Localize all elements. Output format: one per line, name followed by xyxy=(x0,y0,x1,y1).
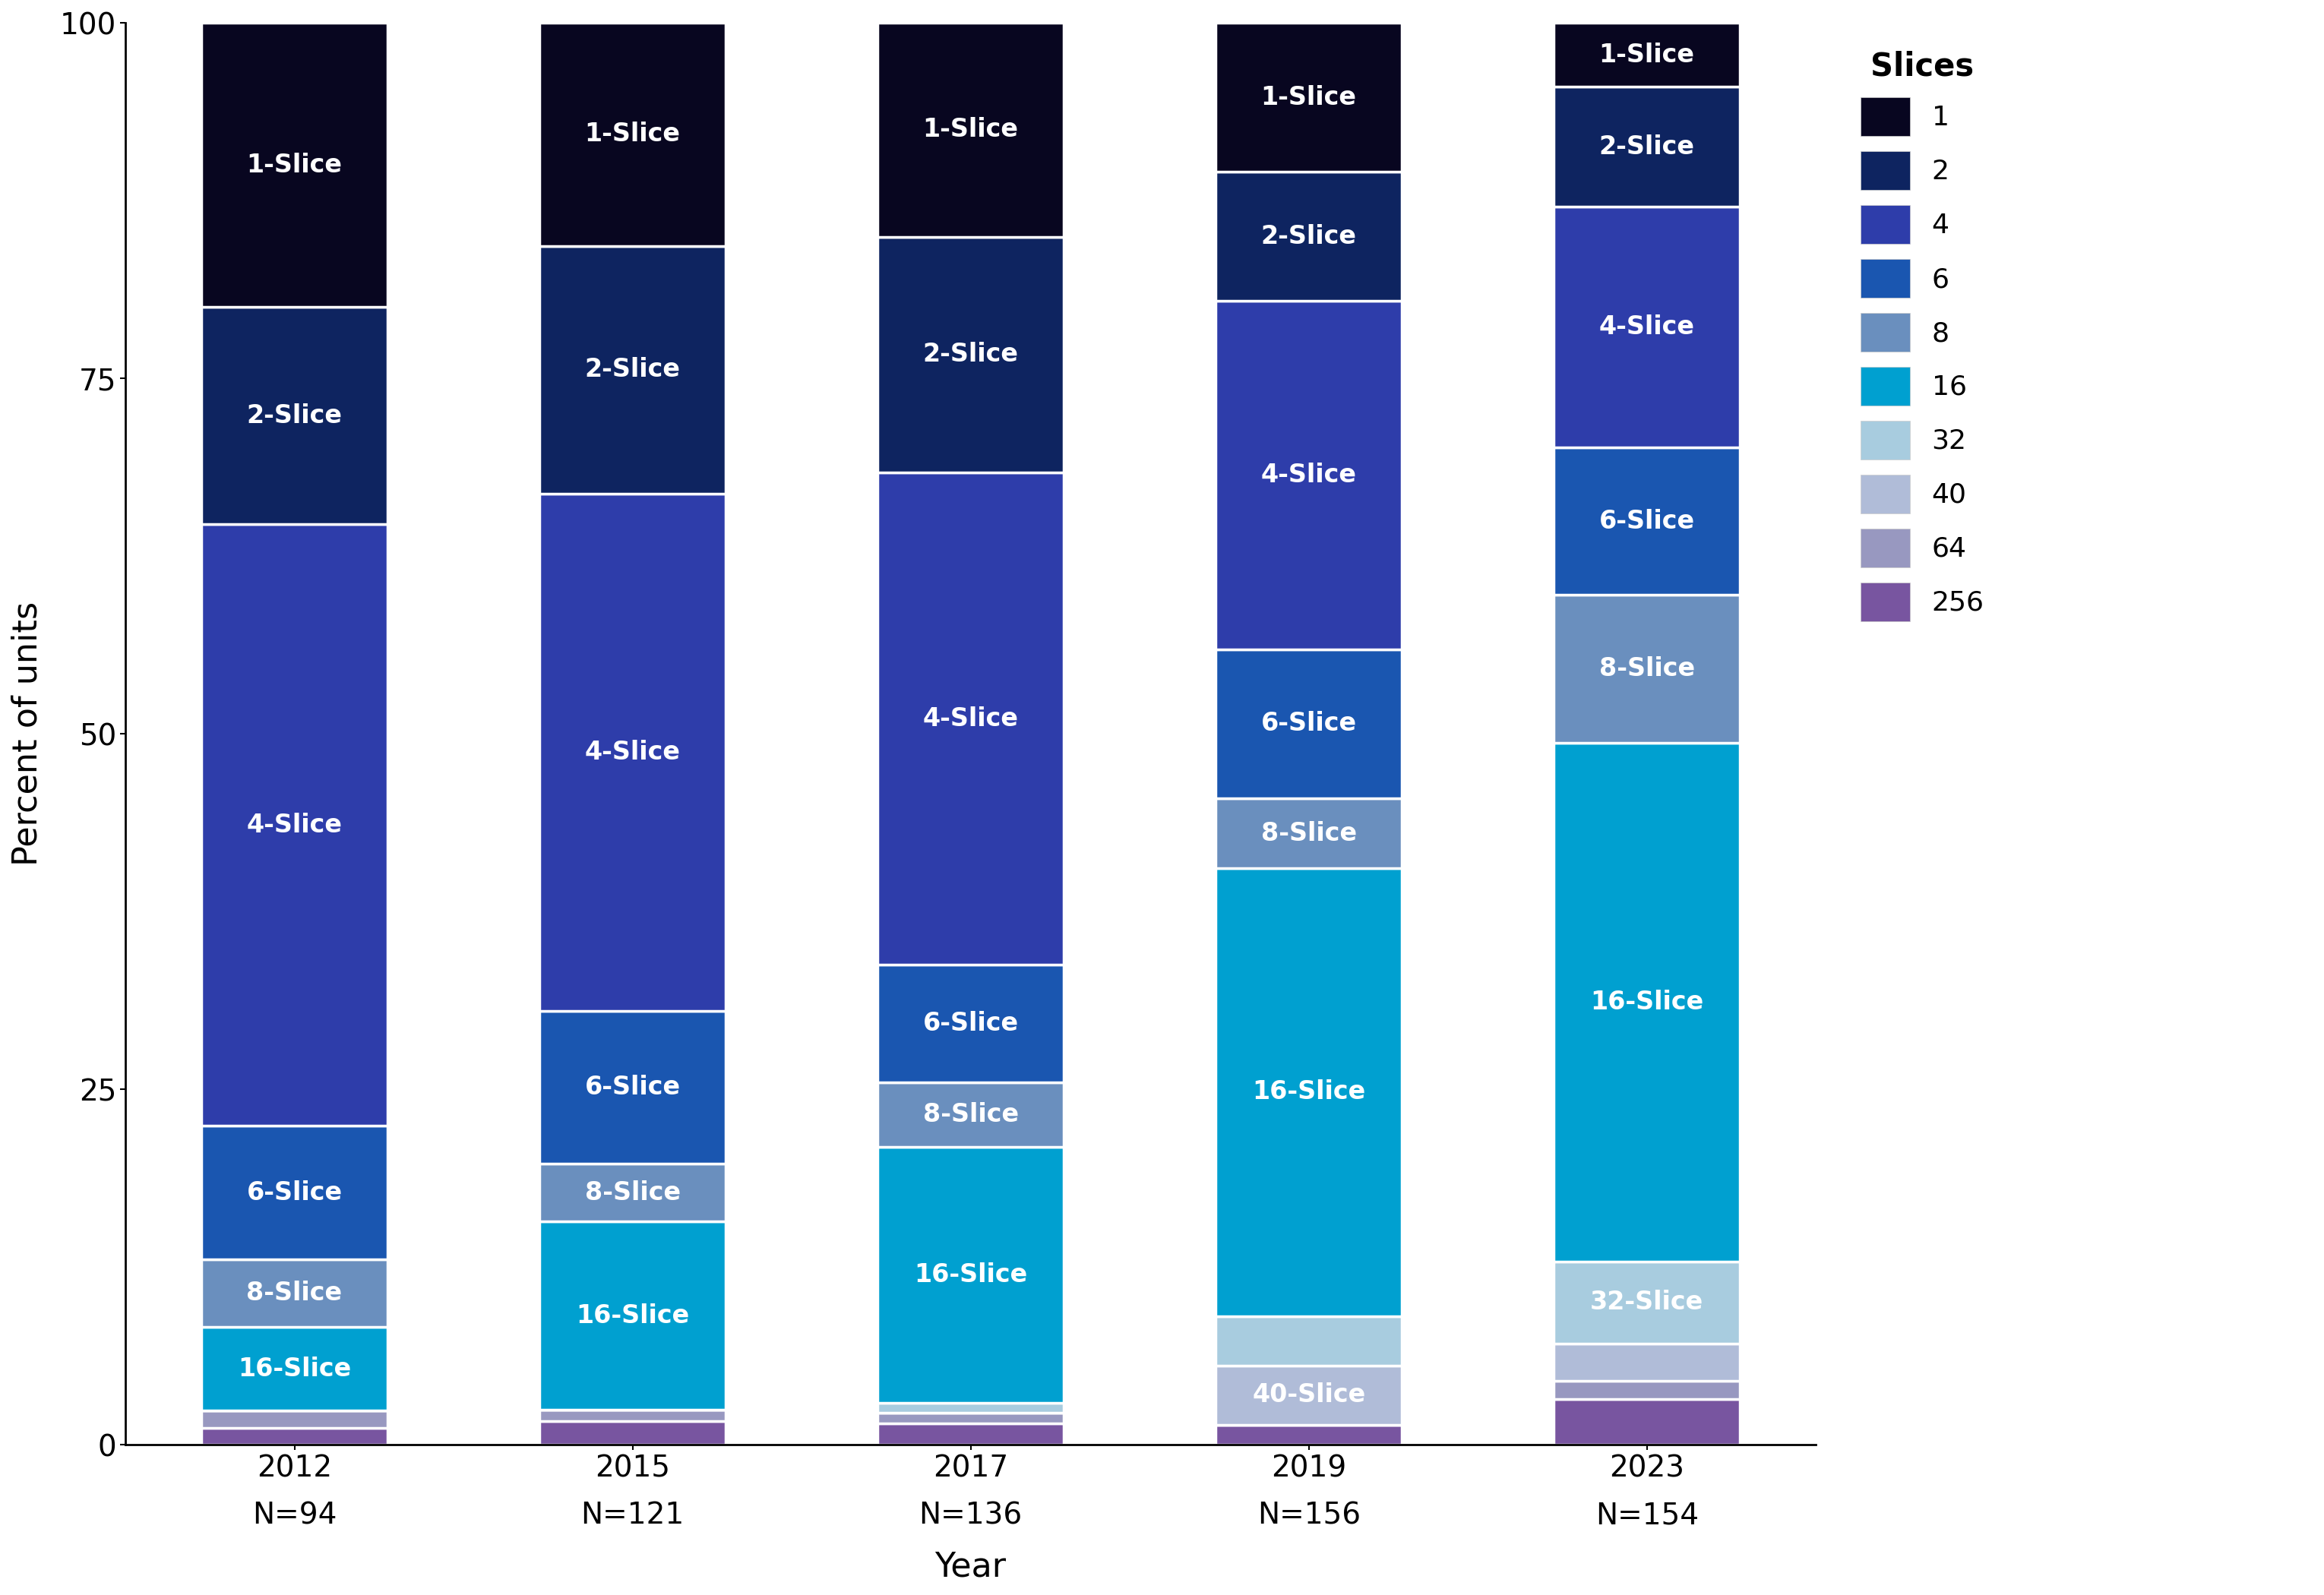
Text: 6-Slice: 6-Slice xyxy=(586,1075,681,1101)
Bar xyxy=(878,1083,1064,1147)
Bar xyxy=(878,236,1064,472)
Bar xyxy=(1215,1365,1401,1424)
Bar xyxy=(539,246,725,493)
Text: 4-Slice: 4-Slice xyxy=(923,707,1018,731)
Bar xyxy=(202,308,388,525)
Bar xyxy=(539,1421,725,1445)
Y-axis label: Percent of units: Percent of units xyxy=(12,601,44,866)
Bar xyxy=(202,22,388,308)
Bar xyxy=(1215,1424,1401,1445)
Bar xyxy=(878,1423,1064,1445)
Bar xyxy=(878,1402,1064,1413)
Bar xyxy=(1555,595,1741,743)
Text: 2-Slice: 2-Slice xyxy=(1262,223,1357,249)
Text: 2-Slice: 2-Slice xyxy=(1599,134,1694,160)
Bar xyxy=(878,1147,1064,1402)
Bar xyxy=(1555,1262,1741,1345)
Bar xyxy=(1215,1316,1401,1365)
Text: 6-Slice: 6-Slice xyxy=(246,1180,342,1206)
Bar xyxy=(539,1163,725,1222)
Text: 2-Slice: 2-Slice xyxy=(246,404,342,427)
Text: 8-Slice: 8-Slice xyxy=(1599,657,1694,681)
Bar xyxy=(878,965,1064,1083)
Text: 1-Slice: 1-Slice xyxy=(586,121,681,147)
Bar xyxy=(1555,1399,1741,1445)
Text: 1-Slice: 1-Slice xyxy=(1599,43,1694,67)
Text: 16-Slice: 16-Slice xyxy=(913,1262,1027,1287)
Text: 40-Slice: 40-Slice xyxy=(1253,1383,1367,1408)
Bar xyxy=(1215,868,1401,1316)
Bar xyxy=(878,472,1064,965)
Bar xyxy=(1555,22,1741,86)
Bar xyxy=(539,1011,725,1163)
Bar xyxy=(1555,86,1741,206)
Bar xyxy=(1215,22,1401,172)
Text: 4-Slice: 4-Slice xyxy=(1599,314,1694,340)
X-axis label: Year: Year xyxy=(934,1550,1006,1584)
Text: 8-Slice: 8-Slice xyxy=(246,1281,342,1306)
Bar xyxy=(1555,743,1741,1262)
Bar xyxy=(1555,1345,1741,1381)
Text: 1-Slice: 1-Slice xyxy=(1262,85,1357,110)
Text: 4-Slice: 4-Slice xyxy=(586,740,681,766)
Text: 2-Slice: 2-Slice xyxy=(586,357,681,383)
Bar xyxy=(1215,649,1401,799)
Bar xyxy=(202,1260,388,1327)
Text: 4-Slice: 4-Slice xyxy=(1262,463,1357,488)
Text: 4-Slice: 4-Slice xyxy=(246,812,342,837)
Text: 1-Slice: 1-Slice xyxy=(246,153,342,177)
Text: 6-Slice: 6-Slice xyxy=(923,1011,1018,1037)
Bar xyxy=(202,1428,388,1445)
Text: 2-Slice: 2-Slice xyxy=(923,343,1018,367)
Text: 8-Slice: 8-Slice xyxy=(1262,821,1357,845)
Bar xyxy=(1215,301,1401,649)
Bar xyxy=(202,1410,388,1428)
Bar xyxy=(202,1126,388,1260)
Bar xyxy=(1555,206,1741,447)
Bar xyxy=(539,1410,725,1421)
Text: 1-Slice: 1-Slice xyxy=(923,118,1018,142)
Bar xyxy=(1215,172,1401,301)
Bar xyxy=(1215,799,1401,868)
Text: 16-Slice: 16-Slice xyxy=(576,1303,690,1329)
Bar xyxy=(1555,1381,1741,1399)
Bar xyxy=(539,22,725,246)
Text: 6-Slice: 6-Slice xyxy=(1262,711,1357,737)
Bar xyxy=(539,493,725,1011)
Text: 32-Slice: 32-Slice xyxy=(1590,1290,1703,1316)
Bar xyxy=(878,1413,1064,1423)
Bar xyxy=(202,1327,388,1410)
Text: 16-Slice: 16-Slice xyxy=(1253,1080,1367,1105)
Text: 16-Slice: 16-Slice xyxy=(237,1356,351,1381)
Bar xyxy=(539,1222,725,1410)
Text: 16-Slice: 16-Slice xyxy=(1590,989,1703,1014)
Text: 8-Slice: 8-Slice xyxy=(923,1102,1018,1128)
Text: 6-Slice: 6-Slice xyxy=(1599,509,1694,534)
Text: 8-Slice: 8-Slice xyxy=(586,1180,681,1206)
Bar xyxy=(202,525,388,1126)
Legend: 1, 2, 4, 6, 8, 16, 32, 40, 64, 256: 1, 2, 4, 6, 8, 16, 32, 40, 64, 256 xyxy=(1848,37,1999,635)
Bar xyxy=(1555,447,1741,595)
Bar xyxy=(878,22,1064,236)
